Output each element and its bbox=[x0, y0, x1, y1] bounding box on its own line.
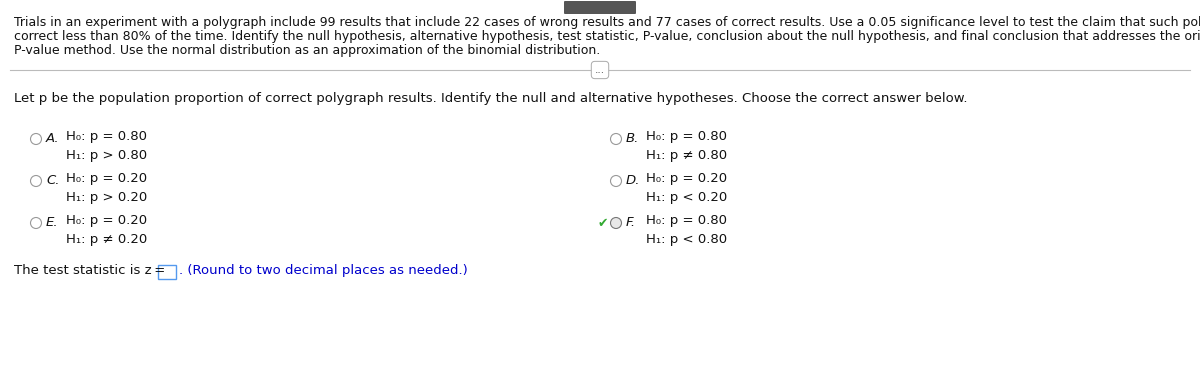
Text: B.: B. bbox=[626, 133, 640, 146]
Text: The test statistic is z =: The test statistic is z = bbox=[14, 264, 168, 277]
Text: F.: F. bbox=[626, 216, 636, 229]
Text: Trials in an experiment with a polygraph include 99 results that include 22 case: Trials in an experiment with a polygraph… bbox=[14, 16, 1200, 29]
Text: H₁: p > 0.80: H₁: p > 0.80 bbox=[66, 149, 148, 162]
Text: D.: D. bbox=[626, 175, 641, 188]
Text: H₁: p ≠ 0.20: H₁: p ≠ 0.20 bbox=[66, 233, 148, 246]
FancyBboxPatch shape bbox=[564, 1, 636, 14]
Text: . (Round to two decimal places as needed.): . (Round to two decimal places as needed… bbox=[179, 264, 468, 277]
Text: H₀: p = 0.80: H₀: p = 0.80 bbox=[66, 130, 148, 143]
Text: H₀: p = 0.80: H₀: p = 0.80 bbox=[646, 214, 727, 227]
Text: H₁: p < 0.20: H₁: p < 0.20 bbox=[646, 191, 727, 204]
Text: H₁: p < 0.80: H₁: p < 0.80 bbox=[646, 233, 727, 246]
FancyBboxPatch shape bbox=[158, 265, 176, 279]
Text: correct less than 80% of the time. Identify the null hypothesis, alternative hyp: correct less than 80% of the time. Ident… bbox=[14, 30, 1200, 43]
Text: H₀: p = 0.20: H₀: p = 0.20 bbox=[66, 172, 148, 185]
Text: A.: A. bbox=[46, 133, 60, 146]
Text: P-value method. Use the normal distribution as an approximation of the binomial : P-value method. Use the normal distribut… bbox=[14, 44, 600, 57]
Text: ✔: ✔ bbox=[598, 216, 608, 229]
Text: H₀: p = 0.80: H₀: p = 0.80 bbox=[646, 130, 727, 143]
Text: ...: ... bbox=[595, 65, 605, 75]
Text: E.: E. bbox=[46, 216, 59, 229]
Text: Let p be the population proportion of correct polygraph results. Identify the nu: Let p be the population proportion of co… bbox=[14, 92, 967, 105]
Text: C.: C. bbox=[46, 175, 60, 188]
Text: H₁: p > 0.20: H₁: p > 0.20 bbox=[66, 191, 148, 204]
Text: H₁: p ≠ 0.80: H₁: p ≠ 0.80 bbox=[646, 149, 727, 162]
Text: H₀: p = 0.20: H₀: p = 0.20 bbox=[646, 172, 727, 185]
Circle shape bbox=[611, 218, 622, 229]
Text: H₀: p = 0.20: H₀: p = 0.20 bbox=[66, 214, 148, 227]
